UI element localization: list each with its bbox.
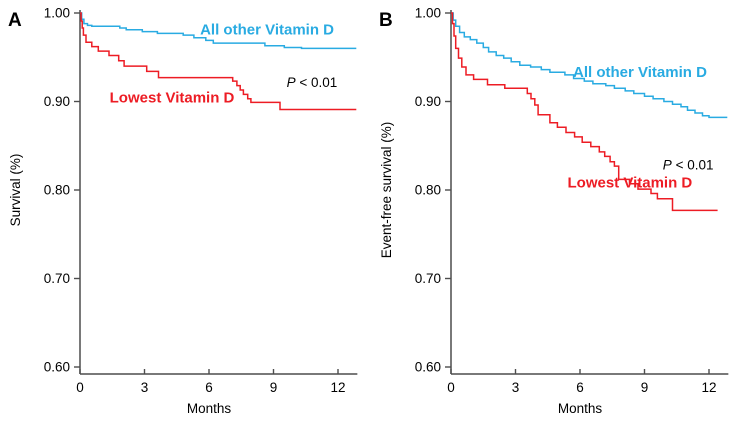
curve-label-lowest-vitamin-d: Lowest Vitamin D	[110, 90, 235, 107]
y-axis-title: Event-free survival (%)	[379, 122, 394, 259]
survival-curve-all-other-vitamin-d	[451, 12, 728, 119]
survival-curve-lowest-vitamin-d	[451, 12, 718, 212]
y-tick-label: 0.60	[44, 360, 70, 375]
x-tick-label: 6	[576, 380, 584, 395]
p-value-annotation: P < 0.01	[287, 75, 338, 90]
x-tick-label: 6	[205, 380, 213, 395]
curve-label-all-other-vitamin-d: All other Vitamin D	[200, 21, 334, 38]
panel-label-b: B	[379, 10, 393, 31]
y-tick-label: 1.00	[415, 6, 441, 21]
x-axis-title: Months	[558, 401, 603, 416]
x-tick-label: 12	[701, 380, 716, 395]
y-tick-label: 0.70	[44, 271, 70, 286]
p-value-annotation: P < 0.01	[663, 157, 714, 172]
y-tick-label: 0.70	[415, 271, 441, 286]
panel-a: A 1.00 0.90 0.80 0.70 0.60 0 3 6 9 12 Months Surviva…	[8, 6, 358, 416]
survival-curve-lowest-vitamin-d	[80, 12, 357, 111]
y-tick-label: 0.90	[44, 94, 70, 109]
y-tick-label: 0.80	[44, 183, 70, 198]
x-tick-label: 9	[270, 380, 278, 395]
panel-b: B 1.00 0.90 0.80 0.70 0.60 0 3 6 9 12 Months Event-f…	[371, 0, 743, 426]
x-tick-label: 3	[141, 380, 149, 395]
x-tick-label: 0	[76, 380, 84, 395]
panel-b-chart: B 1.00 0.90 0.80 0.70 0.60 0 3 6 9 12 Months Event-f…	[379, 6, 729, 416]
panel-label-a: A	[8, 10, 22, 31]
panel-a-chart: A 1.00 0.90 0.80 0.70 0.60 0 3 6 9 12 Months Surviva…	[8, 6, 358, 416]
survival-curve-all-other-vitamin-d	[80, 12, 357, 50]
y-axis-title: Survival (%)	[8, 154, 23, 227]
x-axis-title: Months	[187, 401, 232, 416]
x-tick-label: 12	[330, 380, 345, 395]
curve-label-lowest-vitamin-d: Lowest Vitamin D	[568, 174, 693, 191]
y-tick-label: 1.00	[44, 6, 70, 21]
x-tick-label: 9	[641, 380, 649, 395]
y-tick-label: 0.60	[415, 360, 441, 375]
y-tick-label: 0.80	[415, 183, 441, 198]
y-tick-label: 0.90	[415, 94, 441, 109]
curve-label-all-other-vitamin-d: All other Vitamin D	[573, 64, 707, 81]
x-tick-label: 3	[512, 380, 520, 395]
x-tick-label: 0	[447, 380, 455, 395]
